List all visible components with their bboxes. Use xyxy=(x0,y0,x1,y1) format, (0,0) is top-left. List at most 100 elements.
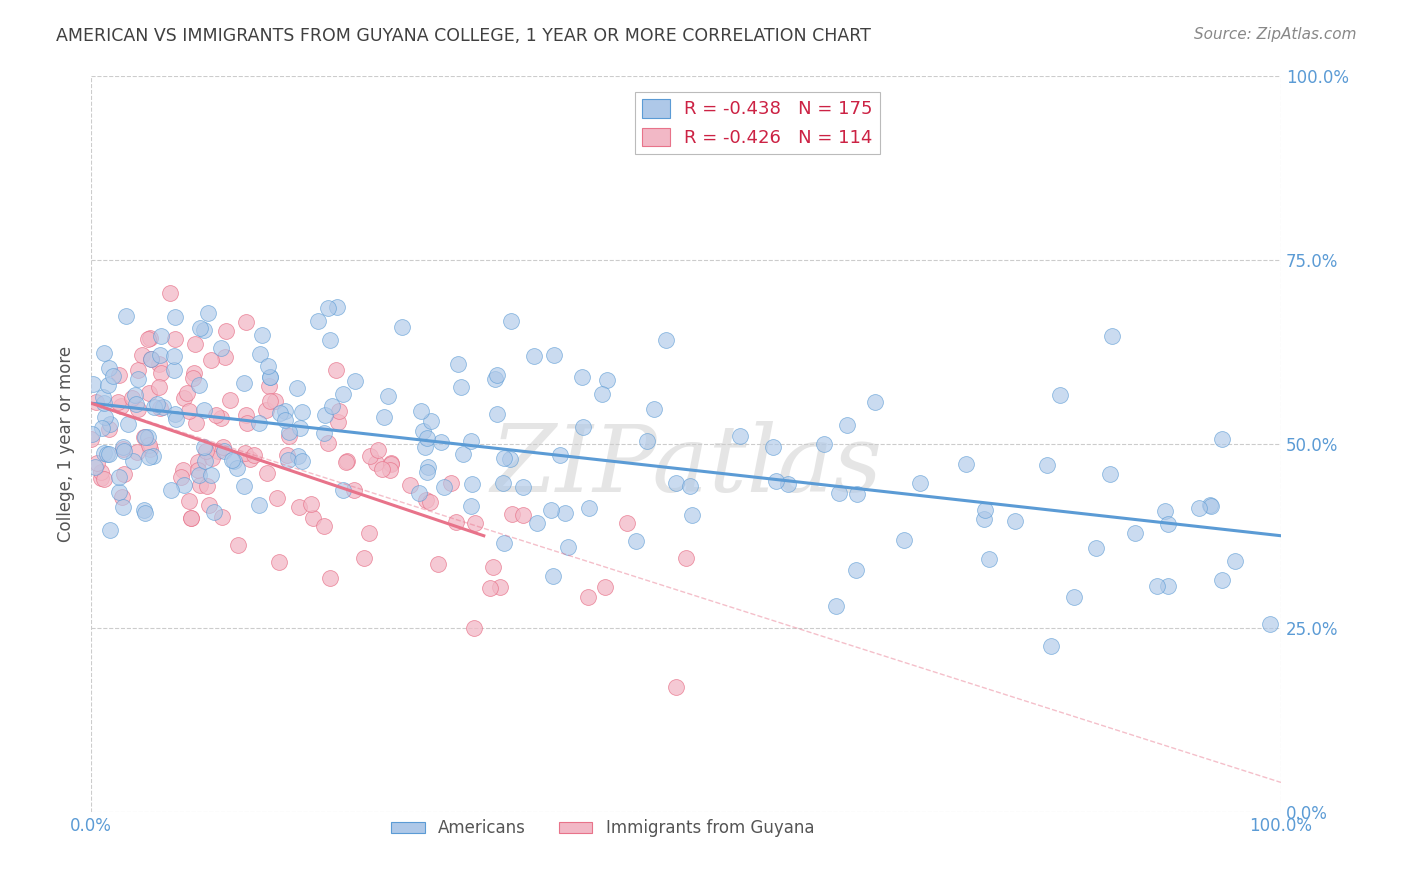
Point xyxy=(195,444,218,458)
Point xyxy=(163,349,186,363)
Point xyxy=(1146,579,1168,593)
Point xyxy=(1223,554,1246,568)
Point xyxy=(494,536,516,550)
Point xyxy=(1049,388,1071,402)
Point xyxy=(366,456,388,470)
Point xyxy=(526,516,548,530)
Point xyxy=(824,599,846,614)
Point xyxy=(643,401,665,416)
Point xyxy=(165,412,187,426)
Point xyxy=(90,465,112,479)
Point xyxy=(730,429,752,443)
Point xyxy=(488,580,510,594)
Point xyxy=(256,466,278,480)
Text: Source: ZipAtlas.com: Source: ZipAtlas.com xyxy=(1194,27,1357,42)
Point xyxy=(165,310,187,324)
Point xyxy=(211,509,233,524)
Point xyxy=(1040,639,1063,653)
Point xyxy=(675,550,697,565)
Point xyxy=(236,417,259,431)
Point xyxy=(380,456,402,470)
Point xyxy=(1101,328,1123,343)
Point xyxy=(247,498,270,512)
Point xyxy=(193,440,215,454)
Point xyxy=(83,459,105,474)
Point xyxy=(138,385,160,400)
Point xyxy=(121,453,143,467)
Point xyxy=(181,371,204,385)
Point xyxy=(266,491,288,505)
Point xyxy=(221,453,243,467)
Point xyxy=(1154,504,1177,518)
Point xyxy=(343,374,366,388)
Point xyxy=(762,441,785,455)
Point xyxy=(413,440,436,454)
Point xyxy=(96,378,118,392)
Point xyxy=(131,348,153,362)
Point xyxy=(1157,578,1180,592)
Point xyxy=(124,388,146,402)
Point xyxy=(187,455,209,469)
Point xyxy=(274,413,297,427)
Point xyxy=(180,510,202,524)
Y-axis label: College, 1 year or more: College, 1 year or more xyxy=(58,345,75,541)
Point xyxy=(1198,498,1220,512)
Point xyxy=(359,525,381,540)
Point xyxy=(86,394,108,409)
Point xyxy=(127,401,149,416)
Point xyxy=(328,403,350,417)
Point xyxy=(1063,590,1085,604)
Point xyxy=(540,502,562,516)
Point xyxy=(149,348,172,362)
Point xyxy=(257,379,280,393)
Point xyxy=(209,411,232,425)
Point xyxy=(415,493,437,508)
Point xyxy=(250,328,273,343)
Point xyxy=(110,399,132,413)
Point xyxy=(380,457,402,471)
Point xyxy=(82,377,104,392)
Text: ZIPatlas: ZIPatlas xyxy=(491,421,882,511)
Point xyxy=(149,328,172,343)
Point xyxy=(1099,467,1122,482)
Point xyxy=(654,334,676,348)
Point xyxy=(86,456,108,470)
Point xyxy=(373,410,395,425)
Point xyxy=(314,425,336,440)
Point xyxy=(450,380,472,394)
Point xyxy=(108,484,131,499)
Point xyxy=(112,442,135,456)
Point xyxy=(107,395,129,409)
Point xyxy=(367,443,389,458)
Point xyxy=(276,448,298,462)
Point xyxy=(239,452,262,467)
Point xyxy=(591,387,613,401)
Point xyxy=(93,345,115,359)
Point xyxy=(665,476,688,491)
Point xyxy=(616,516,638,530)
Point xyxy=(440,476,463,491)
Point xyxy=(665,680,688,694)
Point xyxy=(302,510,325,524)
Point xyxy=(863,395,886,409)
Point xyxy=(1004,514,1026,528)
Point xyxy=(97,361,120,376)
Point xyxy=(626,533,648,548)
Point xyxy=(226,461,249,475)
Point xyxy=(321,400,343,414)
Point xyxy=(148,357,170,371)
Point xyxy=(845,486,868,500)
Point xyxy=(188,321,211,335)
Point xyxy=(259,393,281,408)
Point xyxy=(194,454,217,468)
Point xyxy=(312,519,335,533)
Point xyxy=(332,483,354,498)
Point xyxy=(100,417,122,432)
Point xyxy=(125,445,148,459)
Point xyxy=(259,369,281,384)
Point xyxy=(193,403,215,417)
Point xyxy=(138,331,160,345)
Point xyxy=(576,590,599,604)
Point xyxy=(481,560,503,574)
Point xyxy=(176,385,198,400)
